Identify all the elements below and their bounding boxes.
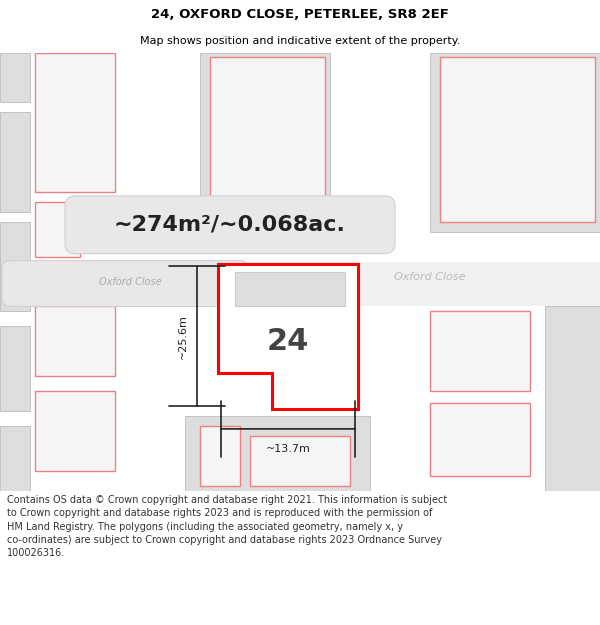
- Text: 24, OXFORD CLOSE, PETERLEE, SR8 2EF: 24, OXFORD CLOSE, PETERLEE, SR8 2EF: [151, 8, 449, 21]
- Polygon shape: [35, 306, 115, 376]
- Polygon shape: [0, 326, 30, 411]
- Polygon shape: [0, 52, 30, 102]
- Polygon shape: [235, 271, 345, 306]
- Polygon shape: [35, 52, 115, 192]
- Polygon shape: [218, 264, 358, 409]
- Polygon shape: [0, 426, 30, 491]
- Polygon shape: [440, 58, 595, 222]
- Polygon shape: [0, 262, 600, 306]
- Polygon shape: [430, 52, 600, 232]
- Text: ~274m²/~0.068ac.: ~274m²/~0.068ac.: [114, 215, 346, 235]
- Polygon shape: [35, 391, 115, 471]
- Polygon shape: [250, 436, 350, 486]
- Text: Oxford Close: Oxford Close: [394, 271, 466, 281]
- Polygon shape: [200, 426, 240, 486]
- Text: Oxford Close: Oxford Close: [98, 276, 161, 286]
- Text: Contains OS data © Crown copyright and database right 2021. This information is : Contains OS data © Crown copyright and d…: [7, 495, 448, 558]
- Polygon shape: [210, 58, 325, 222]
- Polygon shape: [35, 202, 80, 257]
- Polygon shape: [430, 311, 530, 391]
- Text: 24: 24: [267, 327, 309, 356]
- Polygon shape: [0, 222, 30, 311]
- Text: Map shows position and indicative extent of the property.: Map shows position and indicative extent…: [140, 36, 460, 46]
- Polygon shape: [430, 403, 530, 476]
- FancyBboxPatch shape: [2, 261, 248, 306]
- Polygon shape: [0, 112, 30, 212]
- Text: ~13.7m: ~13.7m: [266, 444, 310, 454]
- Polygon shape: [200, 52, 330, 232]
- Polygon shape: [545, 306, 600, 491]
- FancyBboxPatch shape: [65, 196, 395, 254]
- Text: ~25.6m: ~25.6m: [178, 314, 188, 359]
- Polygon shape: [185, 416, 370, 491]
